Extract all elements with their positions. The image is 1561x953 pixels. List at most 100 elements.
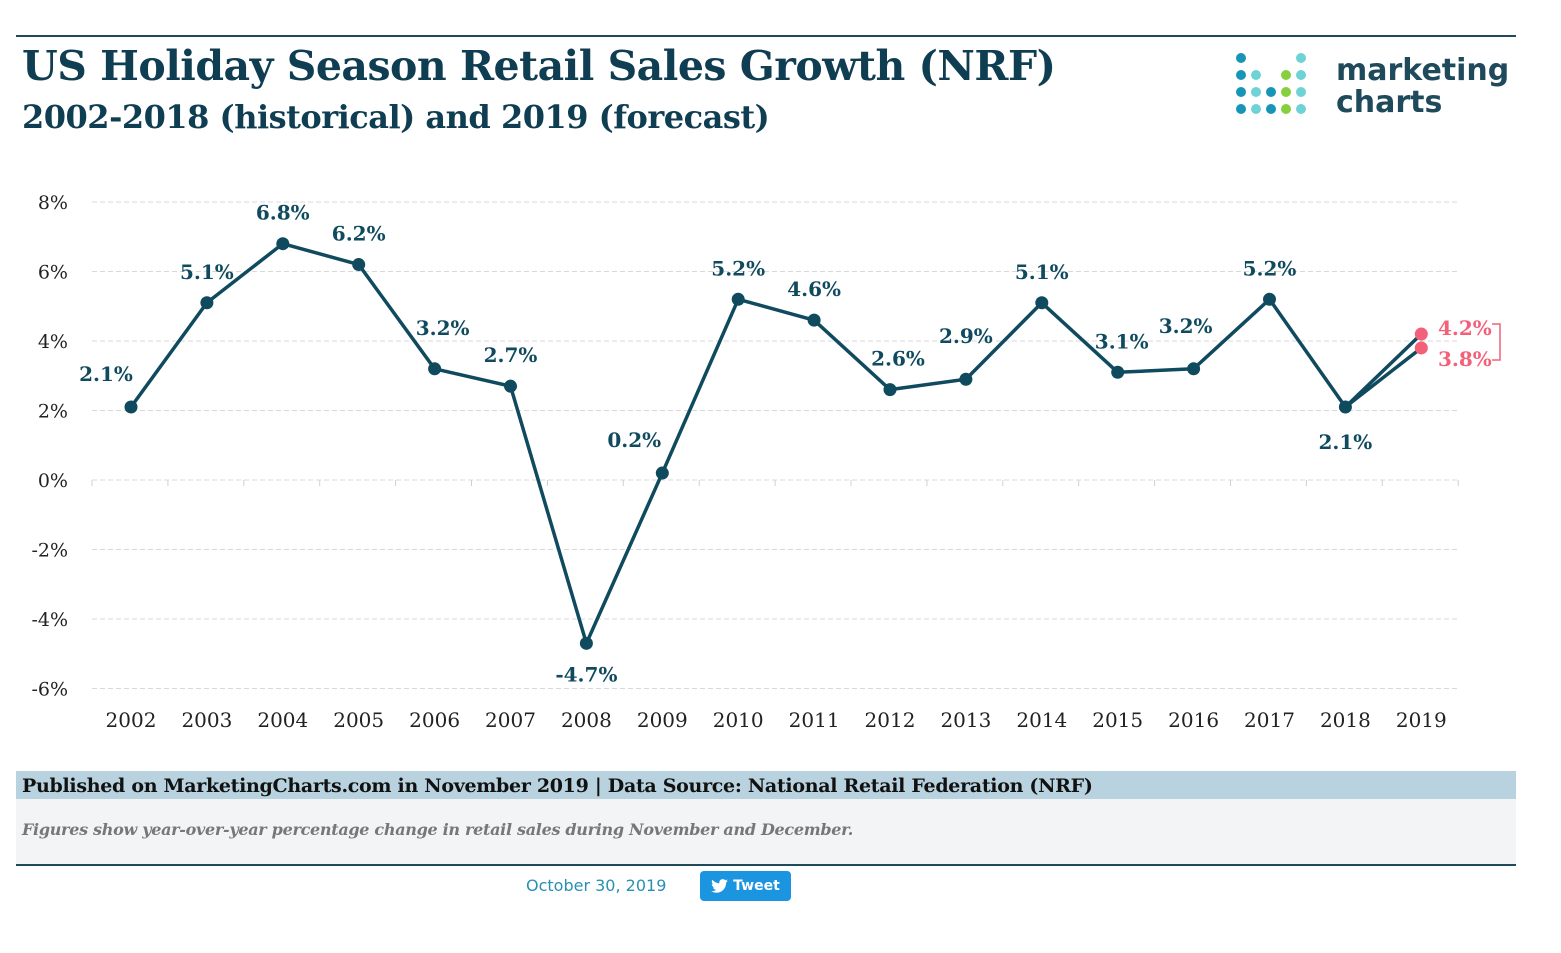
x-tick-label: 2008 [561, 708, 612, 732]
source-text: Published on MarketingCharts.com in Nove… [22, 775, 1093, 797]
forecast-point [1414, 341, 1428, 355]
data-label: 5.2% [711, 256, 765, 280]
logo-dot [1281, 87, 1291, 97]
data-point [1111, 365, 1125, 379]
data-point [731, 292, 745, 306]
data-label: 2.9% [939, 324, 993, 348]
logo-dot [1236, 70, 1246, 80]
data-label: 2.7% [484, 343, 538, 367]
logo-dot [1296, 87, 1306, 97]
x-tick-label: 2017 [1244, 708, 1295, 732]
logo-dot [1296, 53, 1306, 63]
x-tick-label: 2013 [940, 708, 991, 732]
data-point [579, 636, 593, 650]
data-point [655, 466, 669, 480]
y-tick-label: 6% [38, 262, 68, 284]
x-tick-label: 2015 [1092, 708, 1143, 732]
data-label: 2.1% [79, 362, 133, 386]
data-label: 2.1% [1318, 430, 1372, 454]
logo-dot [1266, 87, 1276, 97]
data-label: 3.2% [1159, 314, 1213, 338]
tweet-button[interactable]: Tweet [700, 871, 791, 901]
logo-word-charts: charts [1336, 85, 1443, 120]
x-tick-label: 2019 [1396, 708, 1447, 732]
logo-dot [1266, 104, 1276, 114]
y-tick-label: 0% [38, 470, 68, 492]
data-point [428, 362, 442, 376]
chart-title: US Holiday Season Retail Sales Growth (N… [22, 42, 1056, 90]
logo-word-marketing: marketing [1336, 53, 1510, 88]
forecast-label-low: 3.8% [1438, 347, 1492, 371]
logo-dot [1236, 104, 1246, 114]
data-label: -4.7% [555, 662, 617, 686]
data-label: 5.1% [1015, 260, 1069, 284]
x-tick-label: 2016 [1168, 708, 1219, 732]
data-label: 2.6% [871, 347, 925, 371]
twitter-bird-icon [711, 879, 729, 893]
data-label: 3.1% [1095, 329, 1149, 353]
x-tick-label: 2012 [865, 708, 916, 732]
logo-dot [1281, 104, 1291, 114]
forecast-line [1344, 332, 1423, 409]
logo-dot [1281, 70, 1291, 80]
forecast-point [1414, 327, 1428, 341]
y-tick-label: -4% [31, 609, 68, 631]
forecast-line [1344, 346, 1423, 409]
data-point [200, 296, 214, 310]
x-tick-label: 2005 [333, 708, 384, 732]
data-point [504, 379, 517, 393]
data-point [959, 372, 973, 386]
forecast-label-high: 4.2% [1438, 316, 1492, 340]
x-tick-label: 2004 [257, 708, 308, 732]
forecast-bracket [1492, 323, 1501, 361]
logo-dot [1236, 87, 1246, 97]
tweet-label: Tweet [733, 878, 780, 894]
note-bar: Figures show year-over-year percentage c… [16, 799, 1516, 864]
logo-dot [1236, 53, 1246, 63]
chart-subtitle: 2002-2018 (historical) and 2019 (forecas… [22, 98, 770, 136]
logo-dot [1251, 87, 1261, 97]
x-tick-label: 2007 [485, 708, 536, 732]
top-rule [16, 35, 1516, 37]
data-label: 5.2% [1243, 256, 1297, 280]
data-point [883, 383, 897, 397]
data-point [807, 313, 821, 327]
x-tick-label: 2014 [1016, 708, 1067, 732]
y-tick-label: 8% [38, 192, 68, 214]
x-tick-label: 2018 [1320, 708, 1371, 732]
y-tick-label: -2% [31, 540, 68, 562]
logo-dot [1296, 104, 1306, 114]
x-tick-label: 2011 [789, 708, 840, 732]
logo-dots-icon [1236, 50, 1316, 125]
data-label: 3.2% [416, 316, 470, 340]
publish-date: October 30, 2019 [526, 876, 667, 895]
data-label: 4.6% [787, 277, 841, 301]
y-tick-label: 4% [38, 331, 68, 353]
x-tick-label: 2009 [637, 708, 688, 732]
source-bar: Published on MarketingCharts.com in Nove… [16, 771, 1516, 799]
x-tick-label: 2003 [181, 708, 232, 732]
marketingcharts-logo: marketing charts [1236, 50, 1516, 125]
data-label: 6.2% [332, 222, 386, 246]
x-tick-label: 2006 [409, 708, 460, 732]
data-label: 0.2% [607, 428, 661, 452]
y-tick-label: -6% [31, 679, 68, 701]
data-point [352, 258, 366, 272]
data-point [1338, 400, 1352, 414]
logo-dot [1251, 70, 1261, 80]
x-tick-label: 2002 [106, 708, 157, 732]
data-point [1187, 362, 1201, 376]
line-chart: 8% 6% 4% 2% 0% -2% -4% -6% 2002 2003 2004 2005 2006 2… [31, 192, 1501, 732]
data-point [124, 400, 138, 414]
data-point [1035, 296, 1049, 310]
note-text: Figures show year-over-year percentage c… [22, 820, 854, 839]
data-point [1263, 292, 1276, 306]
x-tick-label: 2010 [713, 708, 764, 732]
logo-dot [1251, 104, 1261, 114]
bottom-rule [16, 864, 1516, 866]
data-label: 5.1% [180, 260, 234, 284]
data-label: 6.8% [256, 201, 310, 225]
data-point [276, 237, 290, 251]
y-tick-label: 2% [38, 401, 68, 423]
logo-dot [1296, 70, 1306, 80]
